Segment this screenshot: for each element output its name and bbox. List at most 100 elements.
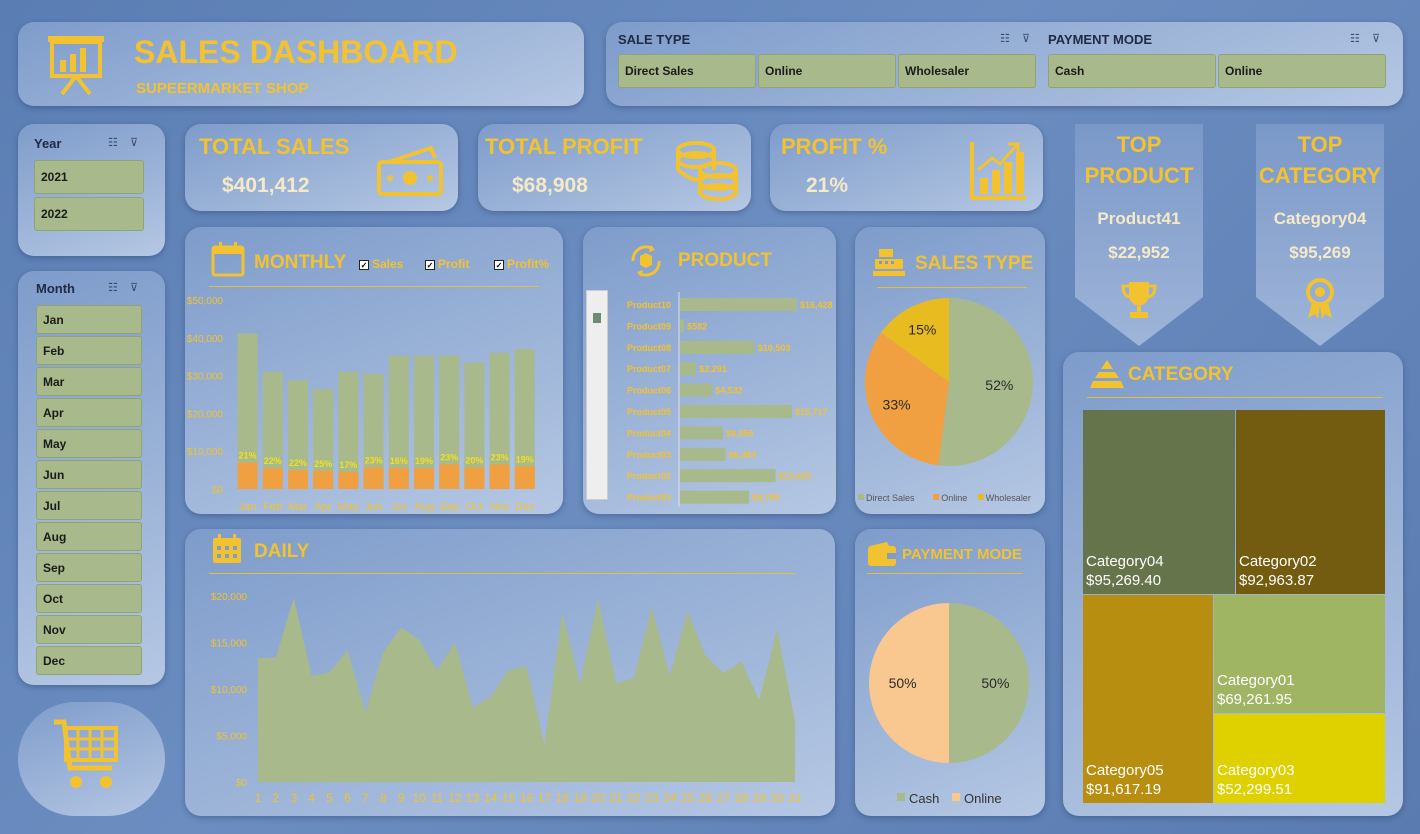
slicer-month-aug[interactable]: Aug [36, 522, 142, 551]
slicer-month-mar[interactable]: Mar [36, 367, 142, 396]
treemap-cell[interactable]: Category02 $92,963.87 [1236, 410, 1385, 594]
x-tick-label: 30 [770, 791, 784, 805]
legend-profit-pct-label: Profit% [507, 257, 549, 271]
profit-pct-label: 23% [440, 452, 458, 462]
product-bar [680, 447, 726, 461]
daily-chart-panel: DAILY $0 $5,000 $10,000 $15,000 $20,000 1 2 3 4 5… [185, 529, 835, 816]
product-scrollbar[interactable] [586, 290, 608, 500]
x-tick-label: 8 [380, 791, 387, 805]
title-divider [1087, 397, 1383, 398]
legend-profit-pct[interactable]: ✓ Profit% [494, 257, 549, 271]
treemap-cell[interactable]: Category04 $95,269.40 [1083, 410, 1235, 594]
top-category-label-2: CATEGORY [1258, 163, 1382, 188]
legend-swatch [933, 494, 940, 500]
category-label: Product10 [627, 300, 671, 310]
x-tick-label: Feb [263, 501, 282, 513]
slicer-month-jan[interactable]: Jan [36, 305, 142, 334]
slicer-payment-online[interactable]: Online [1218, 54, 1386, 88]
x-tick-label: 3 [290, 791, 297, 805]
clear-filter-icon[interactable]: ⊽ [1022, 33, 1031, 45]
treemap-cell[interactable]: Category01 $69,261.95 [1214, 595, 1385, 713]
profit-pct-label: 25% [314, 459, 332, 469]
treemap-cell[interactable]: Category03 $52,299.51 [1214, 714, 1385, 803]
profit-bar [439, 464, 460, 489]
top-product-label-1: TOP [1116, 132, 1162, 157]
checkbox-checked-icon[interactable]: ✓ [494, 260, 504, 270]
treemap-cell-name: Category04 [1086, 553, 1164, 570]
product-bar [680, 405, 792, 418]
clear-filter-icon[interactable]: ⊽ [130, 282, 139, 294]
payment-mode-title: PAYMENT MODE [902, 546, 1023, 563]
sales-type-pie-chart: 52% 33% 15% Direct Sales Online Wholesaler [858, 298, 1033, 503]
clear-filter-icon[interactable]: ⊽ [1372, 33, 1381, 45]
total-sales-value: $401,412 [222, 174, 310, 197]
slicer-online[interactable]: Online [758, 54, 896, 88]
checkbox-checked-icon[interactable]: ✓ [425, 260, 435, 270]
sales-bar [288, 380, 308, 489]
checkbox-checked-icon[interactable]: ✓ [359, 260, 369, 270]
slicer-month-jul[interactable]: Jul [36, 491, 142, 520]
sales-type-title: SALES TYPE [915, 253, 1034, 274]
multi-select-icon[interactable]: ☷ [1000, 33, 1010, 45]
clear-filter-icon[interactable]: ⊽ [130, 137, 139, 149]
profit-bar [363, 467, 384, 489]
legend-swatch [897, 793, 905, 801]
data-label: $582 [687, 321, 707, 331]
slicer-month-dec[interactable]: Dec [36, 646, 142, 675]
category-treemap: Category04 $95,269.40 Category02 $92,963.8… [1083, 410, 1385, 803]
pie-slice [881, 298, 949, 382]
legend-profit[interactable]: ✓ Profit [425, 257, 469, 271]
profit-pct-label: 20% [465, 455, 483, 465]
sales-bar [489, 352, 510, 489]
y-tick-label: $20,000 [211, 592, 248, 603]
x-tick-label: 27 [717, 791, 731, 805]
x-tick-label: 14 [484, 791, 498, 805]
multi-select-icon[interactable]: ☷ [108, 282, 118, 294]
profit-bar [237, 462, 258, 489]
multi-select-icon[interactable]: ☷ [108, 137, 118, 149]
x-tick-label: Apr [315, 501, 332, 513]
slicer-cash[interactable]: Cash [1048, 54, 1216, 88]
page-subtitle: SUPEERMARKET SHOP [136, 80, 309, 97]
slicer-month-jun[interactable]: Jun [36, 460, 142, 489]
product-cycle-icon [631, 245, 661, 277]
daily-title: DAILY [254, 541, 310, 562]
slicer-month-apr[interactable]: Apr [36, 398, 142, 427]
slicer-year-2021[interactable]: 2021 [34, 160, 144, 194]
slicer-month-nov[interactable]: Nov [36, 615, 142, 644]
x-tick-label: Mar [289, 501, 308, 513]
pyramid-icon [1090, 360, 1124, 388]
x-tick-label: Dec [515, 501, 535, 513]
treemap-cell-name: Category03 [1217, 762, 1295, 779]
x-tick-label: May [338, 501, 359, 513]
data-label: $6,056 [726, 428, 754, 438]
treemap-cell-value: $52,299.51 [1217, 781, 1293, 798]
monthly-chart-panel: MONTHLY ✓ Sales ✓ Profit ✓ Profit% $0 $10,00… [185, 227, 563, 514]
data-label: $6,394 [729, 450, 757, 460]
treemap-cell[interactable]: Category05 $91,617.19 [1083, 595, 1213, 803]
scrollbar-thumb[interactable] [593, 313, 601, 323]
product-bar [680, 298, 797, 311]
slicer-month-sep[interactable]: Sep [36, 553, 142, 582]
cash-register-icon [873, 249, 905, 276]
slicer-year-2022[interactable]: 2022 [34, 197, 144, 231]
pie-value-label: 15% [908, 322, 936, 338]
x-tick-label: 21 [609, 791, 623, 805]
profit-pct-label: 21% [239, 451, 257, 461]
slicer-month-may[interactable]: May [36, 429, 142, 458]
legend-label: Wholesaler [986, 493, 1031, 503]
profit-bar [489, 464, 510, 489]
product-bar [680, 383, 713, 397]
profit-bar [288, 470, 308, 489]
slicer-month-oct[interactable]: Oct [36, 584, 142, 613]
x-tick-label: 11 [431, 791, 444, 805]
multi-select-icon[interactable]: ☷ [1350, 33, 1360, 45]
slicer-direct-sales[interactable]: Direct Sales [618, 54, 756, 88]
legend-sales[interactable]: ✓ Sales [359, 257, 403, 271]
pie-value-label: 33% [883, 397, 911, 413]
profit-pct-label: 19% [516, 454, 534, 464]
legend-swatch [952, 793, 960, 801]
slicer-wholesaler[interactable]: Wholesaler [898, 54, 1036, 88]
pie-value-label: 52% [985, 377, 1013, 393]
slicer-month-feb[interactable]: Feb [36, 336, 142, 365]
